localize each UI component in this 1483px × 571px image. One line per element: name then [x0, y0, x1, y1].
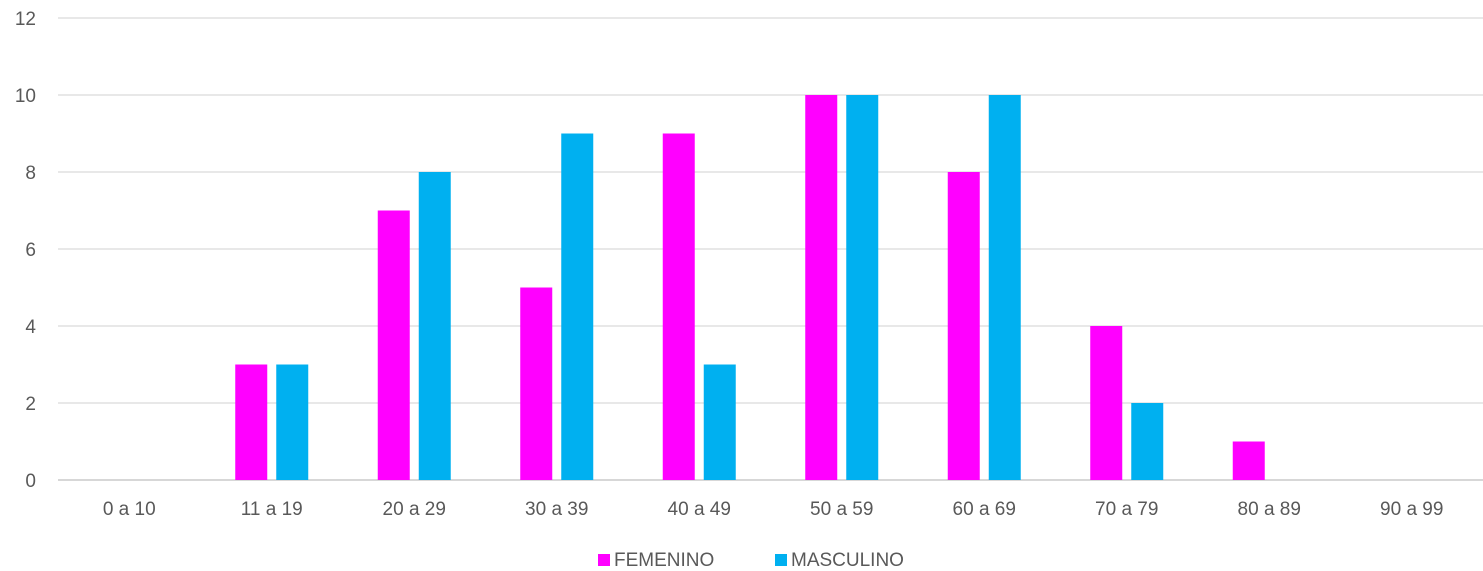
- legend-swatch-masculino: [775, 554, 787, 566]
- bar-masculino-1: [276, 364, 309, 480]
- gridlines: [58, 17, 1483, 481]
- x-tick-label: 60 a 69: [953, 499, 1016, 520]
- bar-femenino-3: [520, 287, 553, 480]
- bar-masculino-4: [703, 364, 736, 480]
- bar-masculino-3: [561, 133, 594, 480]
- y-tick-label: 10: [15, 86, 36, 107]
- bar-masculino-5: [846, 95, 879, 480]
- x-tick-label: 11 a 19: [241, 499, 303, 520]
- bar-femenino-5: [805, 95, 838, 480]
- bar-femenino-2: [377, 210, 410, 480]
- y-tick-label: 8: [25, 163, 36, 184]
- bar-masculino-7: [1131, 403, 1164, 480]
- x-tick-label: 30 a 39: [525, 499, 588, 520]
- bar-femenino-8: [1232, 441, 1265, 480]
- x-tick-label: 80 a 89: [1238, 499, 1301, 520]
- x-tick-label: 40 a 49: [668, 499, 731, 520]
- y-tick-label: 4: [25, 317, 36, 338]
- bars: [235, 95, 1265, 480]
- legend: FEMENINO MASCULINO: [598, 550, 904, 571]
- y-axis: 0 2 4 6 8 10 12: [15, 9, 37, 492]
- bar-femenino-1: [235, 364, 268, 480]
- y-tick-label: 6: [25, 240, 36, 261]
- y-tick-label: 0: [25, 471, 36, 492]
- bar-femenino-4: [662, 133, 695, 480]
- bar-masculino-6: [988, 95, 1021, 480]
- y-tick-label: 2: [25, 394, 36, 415]
- x-tick-label: 50 a 59: [810, 499, 873, 520]
- bar-masculino-2: [418, 172, 451, 480]
- x-tick-label: 20 a 29: [383, 499, 446, 520]
- x-tick-label: 0 a 10: [103, 499, 156, 520]
- x-axis: 0 a 10 11 a 19 20 a 29 30 a 39 40 a 49 50 a 5…: [103, 499, 1444, 520]
- y-tick-label: 12: [15, 9, 36, 30]
- legend-label-masculino: MASCULINO: [791, 550, 904, 571]
- bar-femenino-6: [947, 172, 980, 480]
- legend-swatch-femenino: [598, 554, 610, 566]
- x-tick-label: 70 a 79: [1095, 499, 1158, 520]
- legend-label-femenino: FEMENINO: [614, 550, 714, 571]
- bar-femenino-7: [1090, 326, 1123, 480]
- x-tick-label: 90 a 99: [1380, 499, 1443, 520]
